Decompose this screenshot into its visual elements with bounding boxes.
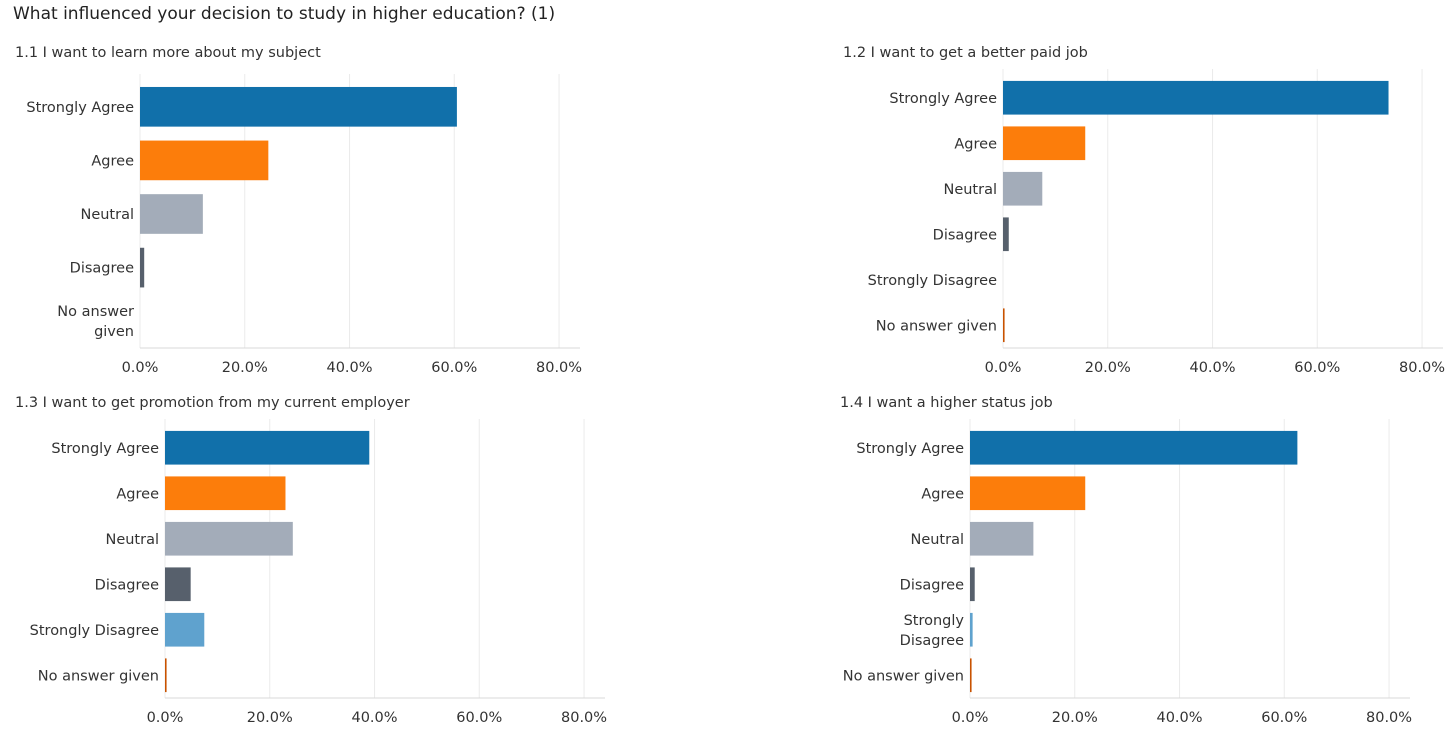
x-tick-label: 80.0% bbox=[1399, 360, 1445, 376]
x-tick-label: 60.0% bbox=[456, 710, 502, 726]
bar-disagree bbox=[140, 247, 145, 288]
x-tick-label: 80.0% bbox=[561, 710, 607, 726]
bar-disagree bbox=[165, 567, 191, 602]
x-tick-label: 80.0% bbox=[1366, 710, 1412, 726]
x-tick-label: 0.0% bbox=[147, 710, 184, 726]
chart-panel-1-4: 1.4 I want a higher status job 0.0% 20.0%… bbox=[840, 395, 1420, 730]
bar-agree bbox=[165, 476, 286, 511]
category-label: Strongly Agree bbox=[51, 441, 159, 457]
category-label: Strongly Agree bbox=[889, 91, 997, 107]
x-tick-label: 40.0% bbox=[351, 710, 397, 726]
category-label: No answer given bbox=[876, 318, 997, 334]
x-tick-label: 40.0% bbox=[1156, 710, 1202, 726]
category-label: Strongly Disagree bbox=[30, 623, 159, 639]
bar-neutral bbox=[1003, 171, 1043, 206]
category-label: Strongly Agree bbox=[26, 100, 134, 116]
bar-strongly-agree bbox=[970, 430, 1298, 465]
bar-disagree bbox=[1003, 217, 1009, 252]
bar-chart-1-2: 0.0% 20.0% 40.0% 60.0% 80.0% Strongly Agree Ag… bbox=[868, 69, 1445, 376]
bar-strongly-agree bbox=[165, 430, 370, 465]
bar-strongly-agree bbox=[140, 86, 457, 127]
category-label: Disagree bbox=[933, 227, 997, 243]
x-tick-label: 60.0% bbox=[1294, 360, 1340, 376]
category-label: Strongly Disagree bbox=[900, 613, 965, 649]
category-label: Disagree bbox=[95, 577, 159, 593]
category-label: Agree bbox=[921, 486, 964, 502]
category-label: Neutral bbox=[910, 532, 964, 548]
category-label: Agree bbox=[954, 136, 997, 152]
bar-chart-1-3: 0.0% 20.0% 40.0% 60.0% 80.0% Strongly Agree Ag… bbox=[30, 419, 607, 726]
category-label: Disagree bbox=[70, 261, 134, 277]
bar-agree bbox=[140, 140, 269, 181]
category-label: Strongly Disagree bbox=[868, 273, 997, 289]
chart-title: 1.2 I want to get a better paid job bbox=[843, 45, 1088, 61]
chart-panel-1-1: 1.1 I want to learn more about my subjec… bbox=[15, 45, 590, 380]
x-tick-label: 20.0% bbox=[1052, 710, 1098, 726]
page-title: What influenced your decision to study i… bbox=[13, 4, 556, 24]
bar-neutral bbox=[165, 521, 293, 556]
bar-strongly-disagree bbox=[165, 612, 205, 647]
category-label: No answer given bbox=[38, 668, 159, 684]
x-tick-label: 80.0% bbox=[536, 360, 582, 376]
bar-neutral bbox=[140, 194, 203, 234]
x-tick-label: 40.0% bbox=[326, 360, 372, 376]
category-label: Strongly Agree bbox=[856, 441, 964, 457]
category-label: Neutral bbox=[105, 532, 159, 548]
bar-chart-1-1: 0.0% 20.0% 40.0% 60.0% 80.0% Strongly Agree Ag… bbox=[26, 74, 582, 376]
chart-title: 1.3 I want to get promotion from my curr… bbox=[15, 395, 410, 411]
category-label: No answer given bbox=[843, 668, 964, 684]
bar-strongly-agree bbox=[1003, 80, 1389, 115]
bar-no-answer-given bbox=[165, 658, 167, 693]
category-label: Agree bbox=[116, 486, 159, 502]
x-tick-label: 20.0% bbox=[247, 710, 293, 726]
category-label: No answer given bbox=[57, 304, 134, 340]
x-tick-label: 0.0% bbox=[952, 710, 989, 726]
bar-no-answer-given bbox=[1003, 308, 1005, 343]
x-tick-label: 60.0% bbox=[1261, 710, 1307, 726]
x-tick-label: 20.0% bbox=[1085, 360, 1131, 376]
x-tick-label: 20.0% bbox=[222, 360, 268, 376]
chart-panel-1-3: 1.3 I want to get promotion from my curr… bbox=[15, 395, 615, 730]
category-label: Neutral bbox=[943, 182, 997, 198]
x-tick-label: 40.0% bbox=[1189, 360, 1235, 376]
chart-panel-1-2: 1.2 I want to get a better paid job 0.0%… bbox=[843, 45, 1453, 380]
category-label: Neutral bbox=[80, 207, 134, 223]
chart-title: 1.1 I want to learn more about my subjec… bbox=[15, 45, 321, 61]
category-label: Agree bbox=[91, 153, 134, 169]
bar-strongly-disagree bbox=[970, 612, 973, 647]
chart-title: 1.4 I want a higher status job bbox=[840, 395, 1053, 411]
x-tick-label: 0.0% bbox=[985, 360, 1022, 376]
category-label: Disagree bbox=[900, 577, 964, 593]
bar-neutral bbox=[970, 521, 1034, 556]
bar-disagree bbox=[970, 567, 975, 602]
bar-agree bbox=[970, 476, 1086, 511]
x-tick-label: 0.0% bbox=[122, 360, 159, 376]
bar-agree bbox=[1003, 126, 1086, 161]
bar-chart-1-4: 0.0% 20.0% 40.0% 60.0% 80.0% Strongly Agree Ag… bbox=[843, 419, 1412, 726]
bar-no-answer-given bbox=[970, 658, 972, 693]
x-tick-label: 60.0% bbox=[431, 360, 477, 376]
